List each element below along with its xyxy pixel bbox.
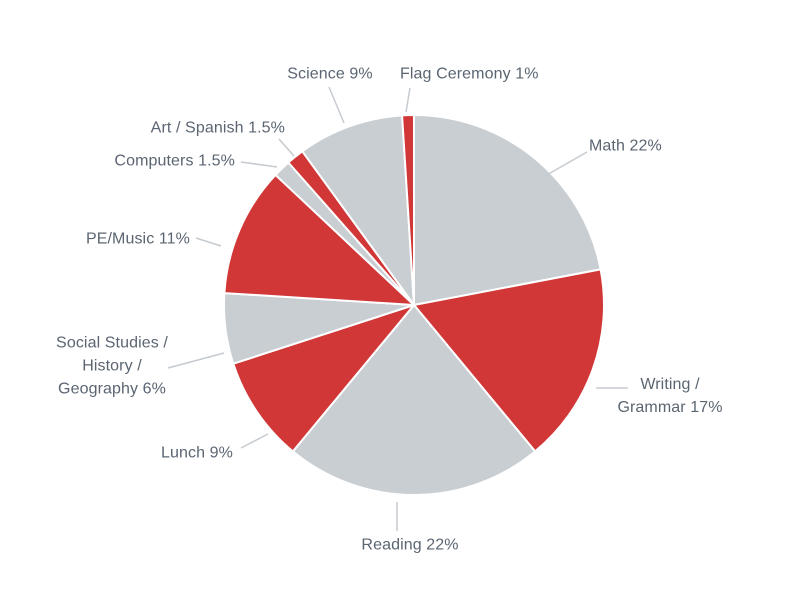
leader-line-pe-music xyxy=(195,237,222,247)
pie-slice-flag-ceremony[interactable] xyxy=(401,113,415,306)
leader-line-math xyxy=(544,151,588,177)
leader-line-flag-ceremony xyxy=(405,87,411,113)
leader-line-science xyxy=(328,86,345,124)
pie-slice-writing-grammar[interactable] xyxy=(413,268,605,453)
pie-slice-science[interactable] xyxy=(301,114,415,306)
pie-slice-lunch[interactable] xyxy=(232,304,415,453)
pie-slice-pe-music[interactable] xyxy=(223,173,415,306)
leader-line-social-studies-history-geography xyxy=(167,352,225,369)
pie-slice-reading[interactable] xyxy=(291,304,537,496)
leader-line-art-spanish xyxy=(278,138,295,157)
leader-line-lunch xyxy=(240,433,269,449)
leader-line-computers xyxy=(240,161,278,168)
pie-slice-math[interactable] xyxy=(413,114,602,306)
